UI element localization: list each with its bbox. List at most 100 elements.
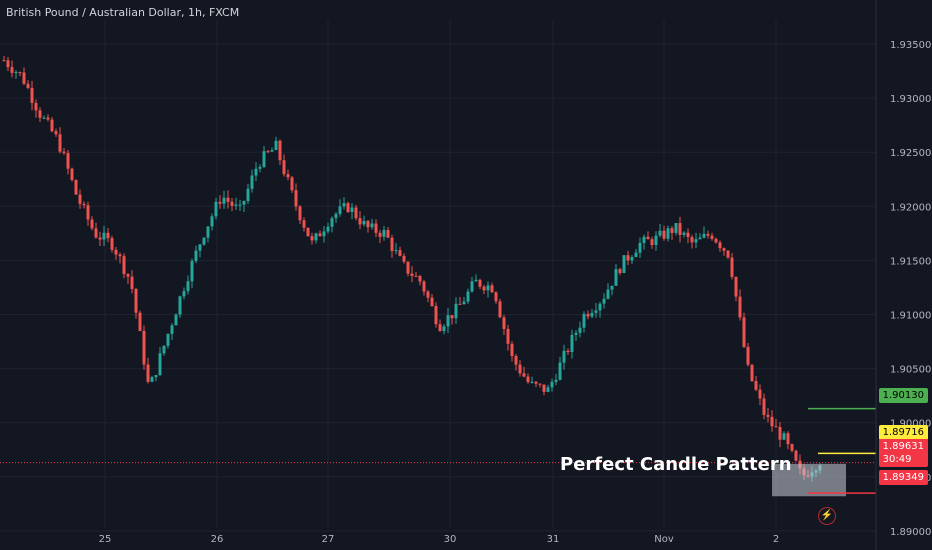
candle-body [714,238,718,243]
candle-body [662,230,666,239]
candle-body [678,223,682,235]
candle-body [94,228,98,238]
candle-body [490,285,494,293]
y-tick-label: 1.90000 [890,419,931,430]
candle-body [430,297,434,307]
candle-body [530,381,534,383]
candle-body [782,433,786,440]
candle-body [586,313,590,317]
candle-body [594,310,598,313]
candle-body [554,379,558,382]
candle-body [14,72,18,74]
candle-body [794,450,798,461]
candle-body [550,381,554,388]
y-tick-label: 1.90500 [890,365,931,376]
candle-body [314,233,318,241]
candle-body [150,377,154,382]
candle-body [710,235,714,239]
candle-body [562,350,566,363]
candle-body [746,346,750,365]
candle-body [258,166,262,169]
y-tick-label: 1.93000 [890,94,931,105]
candle-body [770,416,774,427]
candle-body [66,153,70,169]
pattern-label: Perfect Candle Pattern [560,454,792,475]
candle-body [486,285,490,291]
candle-body [174,314,178,326]
candle-body [286,174,290,178]
candle-body [438,324,442,332]
candle-body [274,140,278,151]
candle-body [182,291,186,297]
candle-body [734,276,738,297]
x-tick-label: 2 [773,534,779,545]
candle-body [46,117,50,120]
candle-body [446,315,450,327]
candle-body [38,110,42,118]
target-price-badge: 1.90130 [878,388,928,403]
candle-body [398,250,402,256]
candle-body [342,203,346,207]
candle-body [726,250,730,258]
candle-body [282,160,286,175]
candle-body [354,207,358,219]
candle-body [30,87,34,103]
candle-body [70,168,74,180]
candle-body [254,168,258,176]
candle-body [670,228,674,233]
candle-body [458,303,462,305]
candle-body [434,306,438,325]
candle-body [422,281,426,292]
candle-body [2,60,6,62]
candle-body [262,151,266,167]
candle-body [738,296,742,318]
candle-body [242,201,246,205]
candle-body [718,242,722,249]
candle-body [154,374,158,378]
candle-body [238,204,242,206]
candle-body [406,261,410,274]
candle-body [194,250,198,262]
candle-body [250,175,254,189]
y-tick-label: 1.92000 [890,202,931,213]
candle-body [546,387,550,392]
candle-body [102,232,106,240]
current-price-value: 1.89631 [882,441,924,452]
candle-body [466,291,470,302]
candle-body [50,119,54,132]
candle-body [126,273,130,277]
candle-body [578,327,582,333]
candle-body [414,275,418,277]
lightning-bolt-icon[interactable]: ⚡ [818,507,836,525]
candle-body [702,233,706,238]
candle-body [278,140,282,161]
candle-body [346,203,350,212]
candle-body [742,317,746,347]
candle-body [762,398,766,415]
candle-body [158,353,162,375]
candle-body [190,261,194,282]
candle-body [606,289,610,299]
candle-body [450,315,454,319]
candle-body [582,313,586,328]
candle-body [34,102,38,111]
y-tick-label: 1.91500 [890,256,931,267]
candle-body [602,298,606,304]
candle-body [58,134,62,152]
x-tick-label: 30 [444,534,457,545]
candle-body [750,364,754,381]
candle-body [326,226,330,232]
candle-body [42,117,46,119]
candle-body [494,292,498,302]
candle-body [478,279,482,287]
candle-body [790,444,794,451]
candle-body [686,232,690,237]
stop-price-badge: 1.89349 [878,470,928,485]
candle-body [290,177,294,191]
candle-body [410,273,414,276]
candle-body [78,194,82,204]
y-tick-label: 1.93500 [890,40,931,51]
candle-body [218,201,222,204]
candle-body [426,291,430,298]
